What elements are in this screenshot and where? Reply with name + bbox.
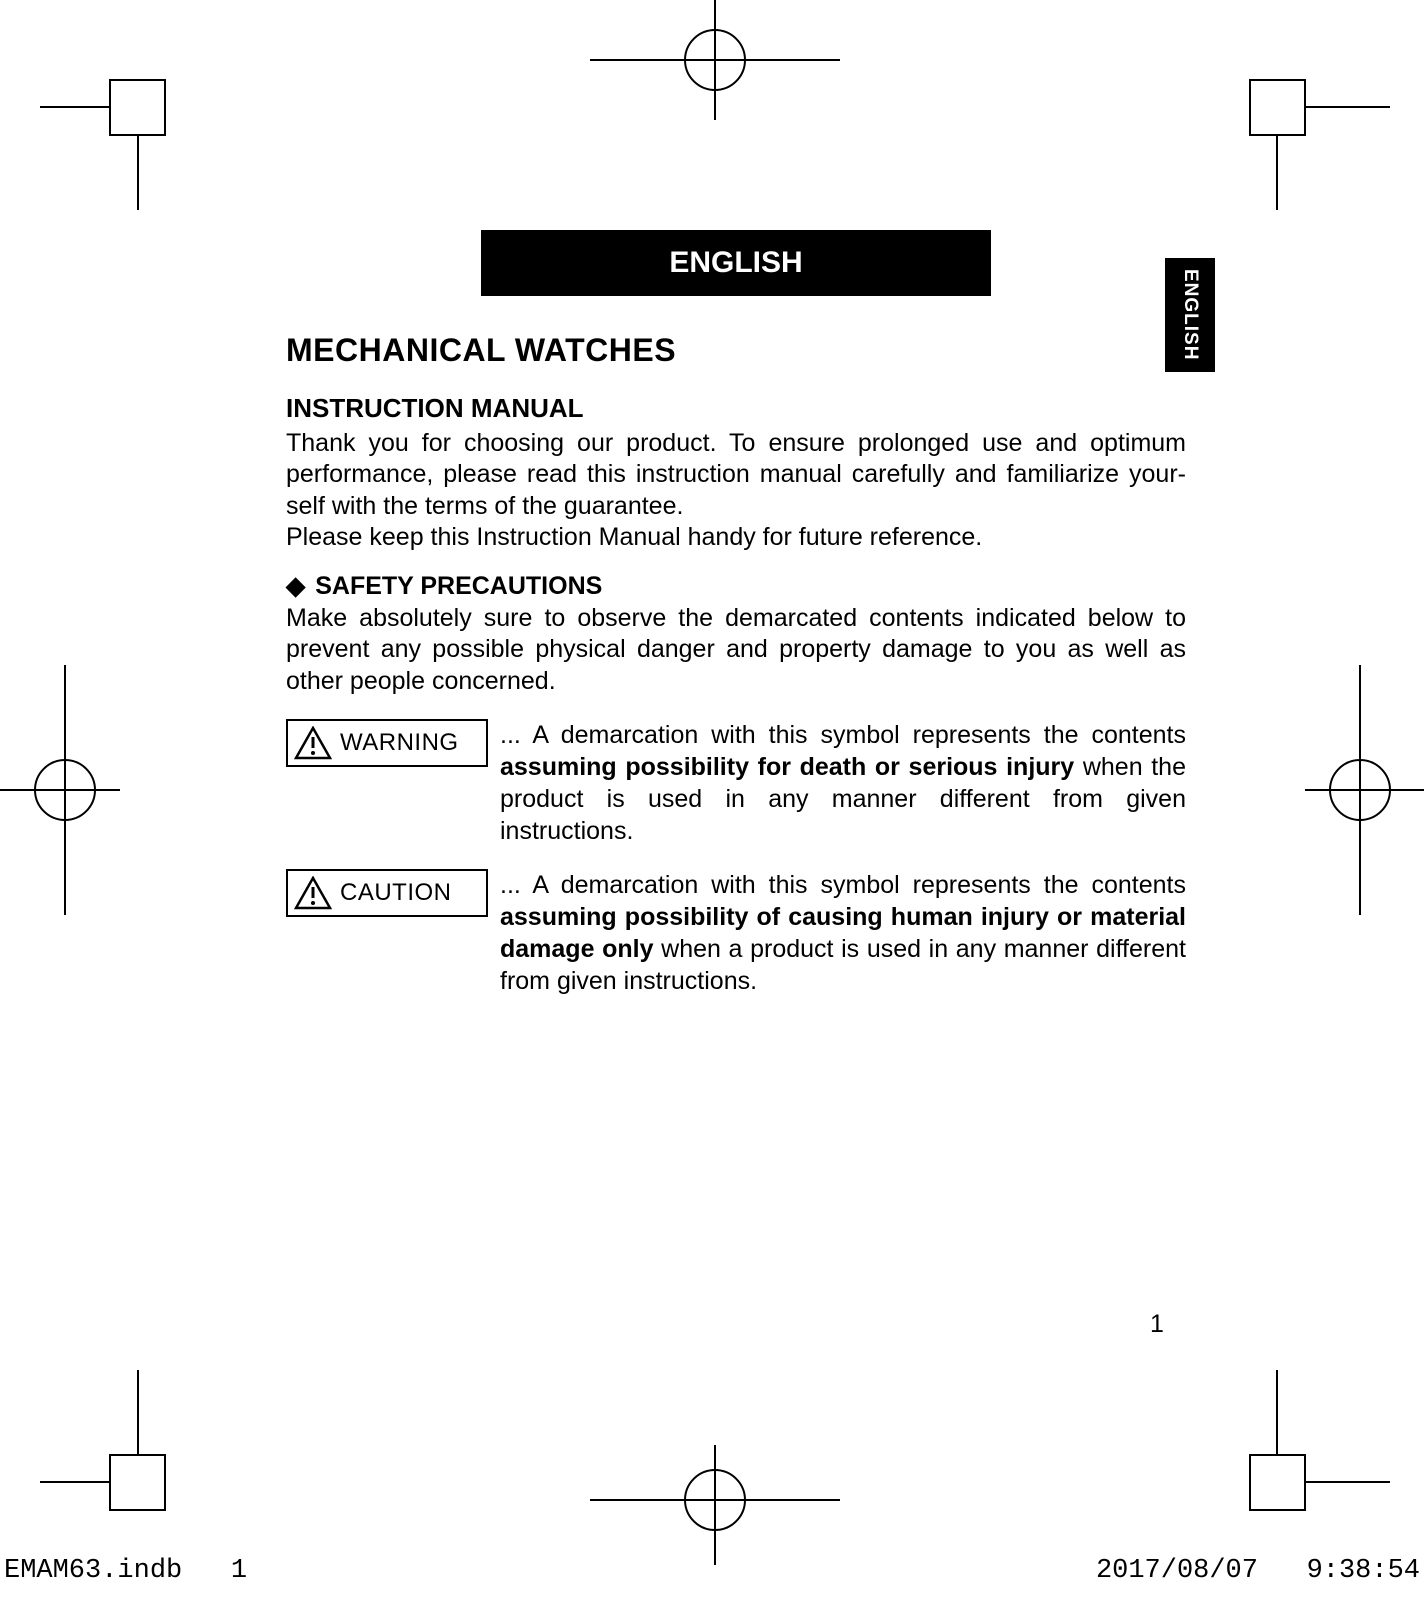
warning-text: ... A demarcation with this symbol repre… <box>500 719 1186 847</box>
subtitle: INSTRUCTION MANUAL <box>286 393 1186 424</box>
warning-label: WARNING <box>340 729 459 757</box>
crop-mark-right-center <box>1305 665 1424 915</box>
intro-paragraph-2: Please keep this Instruction Manual hand… <box>286 522 1186 553</box>
language-header-bar: ENGLISH <box>481 230 991 296</box>
warning-lead: ... A demarcation with this symbol repre… <box>500 721 1186 749</box>
footer-sheet: 1 <box>231 1556 247 1586</box>
caution-label: CAUTION <box>340 879 452 907</box>
safety-heading: ◆ SAFETY PRECAUTIONS <box>286 571 1186 601</box>
intro-text: Thank you for choosing our product. To e… <box>286 428 1186 553</box>
footer-date: 2017/08/07 <box>1096 1556 1258 1586</box>
print-footer: EMAM63.indb 1 2017/08/07 9:38:54 <box>4 1556 1420 1586</box>
intro-paragraph-1: Thank you for choosing our product. To e… <box>286 428 1186 522</box>
crop-mark-top-center <box>590 0 840 120</box>
crop-mark-left-center <box>0 665 120 915</box>
warning-row: WARNING ... A demarcation with this symb… <box>286 719 1186 847</box>
diamond-bullet-icon: ◆ <box>286 571 305 601</box>
caution-text: ... A demarcation with this symbol repre… <box>500 869 1186 997</box>
crop-mark-top-left <box>40 70 190 220</box>
safety-intro-text: Make absolutely sure to observe the dema… <box>286 603 1186 697</box>
crop-mark-bottom-right <box>1220 1370 1390 1520</box>
crop-mark-top-right <box>1220 70 1390 220</box>
safety-heading-text: SAFETY PRECAUTIONS <box>315 572 602 601</box>
warning-bold: assuming possibility for death or seriou… <box>500 753 1074 781</box>
crop-mark-bottom-center <box>590 1445 840 1565</box>
page-content: ENGLISH MECHANICAL WATCHES INSTRUCTION M… <box>286 230 1186 997</box>
caution-lead: ... A demarcation with this symbol repre… <box>500 871 1186 899</box>
caution-box: CAUTION <box>286 869 488 917</box>
crop-mark-bottom-left <box>40 1370 190 1520</box>
footer-time: 9:38:54 <box>1307 1556 1420 1586</box>
footer-file: EMAM63.indb <box>4 1556 182 1586</box>
page-title: MECHANICAL WATCHES <box>286 332 1186 369</box>
caution-row: CAUTION ... A demarcation with this symb… <box>286 869 1186 997</box>
caution-icon <box>294 876 332 910</box>
warning-icon <box>294 726 332 760</box>
page-number: 1 <box>1150 1310 1164 1339</box>
warning-box: WARNING <box>286 719 488 767</box>
